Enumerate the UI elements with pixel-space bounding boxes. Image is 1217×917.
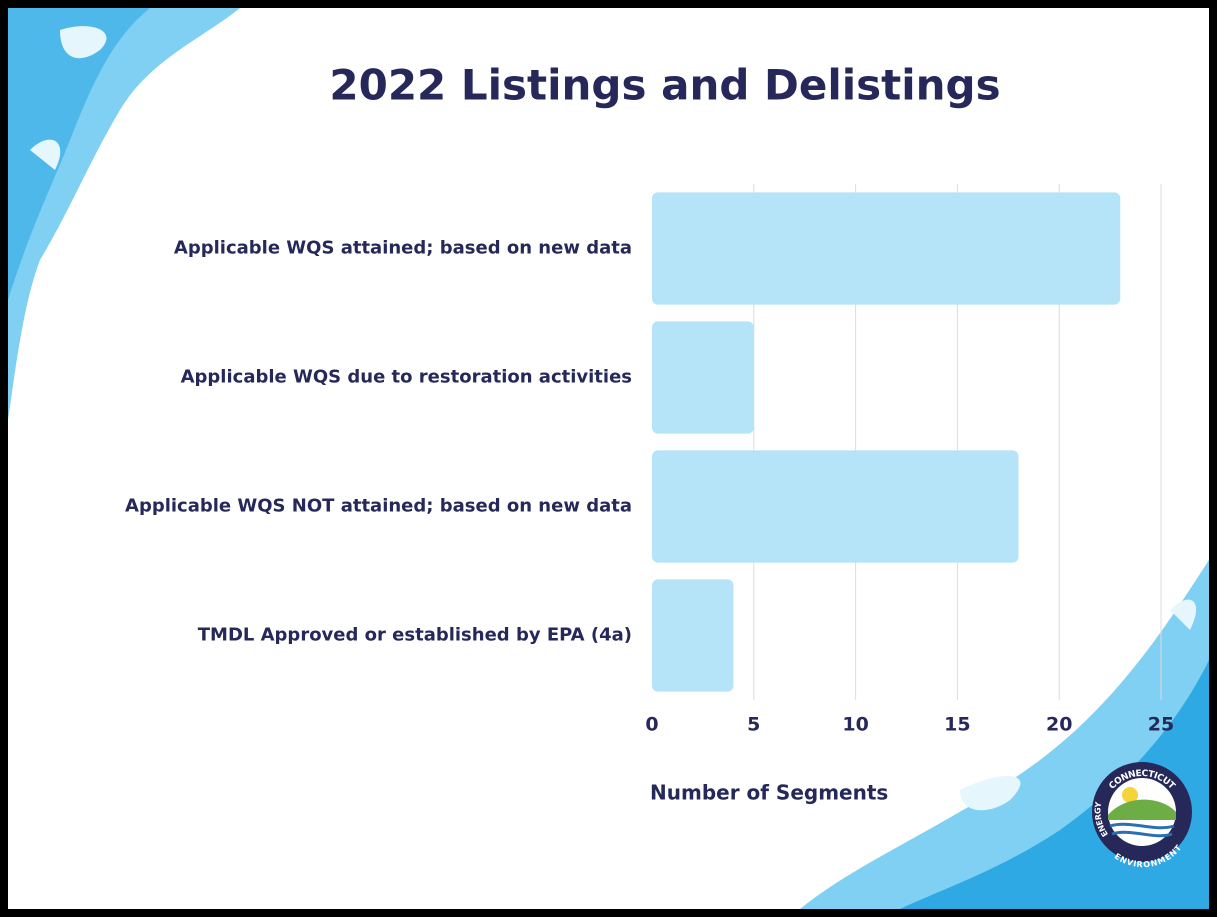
logo-water	[1109, 822, 1175, 838]
bar	[652, 321, 754, 434]
logo: CONNECTICUT ENERGY ENVIRONMENT	[1092, 762, 1192, 869]
y-tick-label: TMDL Approved or established by EPA (4a)	[198, 625, 632, 646]
bar	[652, 579, 734, 692]
wave-decoration	[8, 8, 150, 300]
bar	[652, 450, 1019, 563]
x-tick-label: 20	[1046, 714, 1072, 736]
x-tick-label: 0	[645, 714, 658, 736]
x-tick-label: 15	[944, 714, 970, 736]
x-tick-label: 10	[842, 714, 868, 736]
logo-hills	[1108, 799, 1176, 820]
bar	[652, 192, 1121, 305]
wave-decoration	[960, 599, 1197, 811]
y-tick-label: Applicable WQS attained; based on new da…	[174, 238, 632, 259]
y-tick-label: Applicable WQS NOT attained; based on ne…	[125, 496, 632, 517]
logo-sun	[1122, 787, 1138, 803]
x-tick-label: 5	[747, 714, 760, 736]
x-axis-title: Number of Segments	[650, 781, 888, 805]
y-tick-label: Applicable WQS due to restoration activi…	[181, 367, 632, 388]
plot-area: 0 5 10 15 20 25 Applicable WQS attained; based…	[125, 184, 1174, 736]
chart-title: 2022 Listings and Delistings	[329, 61, 1000, 110]
wave-decoration	[30, 26, 107, 171]
x-tick-label: 25	[1148, 714, 1174, 736]
